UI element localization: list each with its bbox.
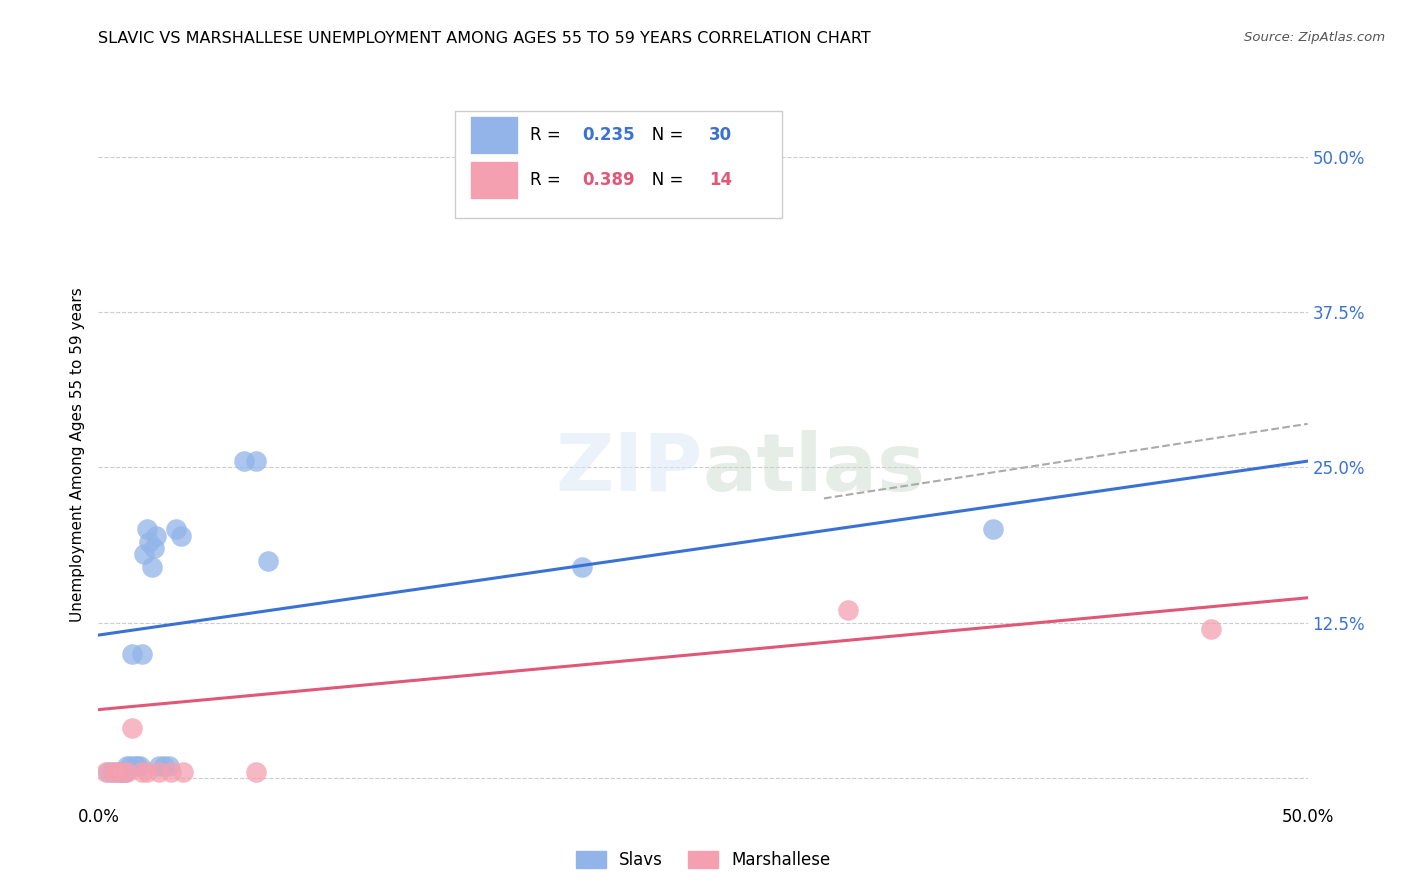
Point <box>148 764 170 779</box>
Point <box>107 764 129 779</box>
Text: atlas: atlas <box>703 430 927 508</box>
Text: R =: R = <box>530 126 567 144</box>
Point <box>138 534 160 549</box>
Point <box>571 559 593 574</box>
Point <box>117 758 139 772</box>
Point <box>981 523 1004 537</box>
Point <box>131 764 153 779</box>
Point <box>121 647 143 661</box>
Point <box>107 764 129 779</box>
Legend: Slavs, Marshallese: Slavs, Marshallese <box>571 847 835 874</box>
Point <box>141 559 163 574</box>
Point <box>128 758 150 772</box>
Text: SLAVIC VS MARSHALLESE UNEMPLOYMENT AMONG AGES 55 TO 59 YEARS CORRELATION CHART: SLAVIC VS MARSHALLESE UNEMPLOYMENT AMONG… <box>98 31 872 46</box>
Text: R =: R = <box>530 171 567 189</box>
Point <box>124 758 146 772</box>
FancyBboxPatch shape <box>470 116 517 154</box>
FancyBboxPatch shape <box>470 161 517 199</box>
Y-axis label: Unemployment Among Ages 55 to 59 years: Unemployment Among Ages 55 to 59 years <box>70 287 86 623</box>
Point <box>135 764 157 779</box>
Point <box>145 529 167 543</box>
Text: N =: N = <box>637 171 689 189</box>
FancyBboxPatch shape <box>456 111 782 219</box>
Point <box>111 764 134 779</box>
Text: N =: N = <box>637 126 689 144</box>
Point <box>101 764 124 779</box>
Text: 14: 14 <box>709 171 733 189</box>
Point <box>108 764 131 779</box>
Point <box>165 523 187 537</box>
Point <box>111 764 134 779</box>
Point <box>148 758 170 772</box>
Point <box>97 764 120 779</box>
Point <box>111 764 134 779</box>
Point <box>118 758 141 772</box>
Text: Source: ZipAtlas.com: Source: ZipAtlas.com <box>1244 31 1385 45</box>
Point <box>157 758 180 772</box>
Point <box>121 721 143 735</box>
Text: ZIP: ZIP <box>555 430 703 508</box>
Point <box>127 758 149 772</box>
Point <box>134 547 156 561</box>
Point <box>245 764 267 779</box>
Point <box>837 603 859 617</box>
Point <box>117 764 139 779</box>
Point <box>232 454 254 468</box>
Text: 30: 30 <box>709 126 733 144</box>
Point <box>101 764 124 779</box>
Point <box>135 523 157 537</box>
Text: 0.235: 0.235 <box>582 126 634 144</box>
Point <box>256 553 278 567</box>
Point <box>114 764 136 779</box>
Point <box>160 764 183 779</box>
Point <box>1199 622 1222 636</box>
Point <box>143 541 166 555</box>
Point <box>94 764 117 779</box>
Point <box>169 529 191 543</box>
Point <box>245 454 267 468</box>
Point <box>131 647 153 661</box>
Point <box>172 764 194 779</box>
Text: 0.389: 0.389 <box>582 171 634 189</box>
Point <box>152 758 174 772</box>
